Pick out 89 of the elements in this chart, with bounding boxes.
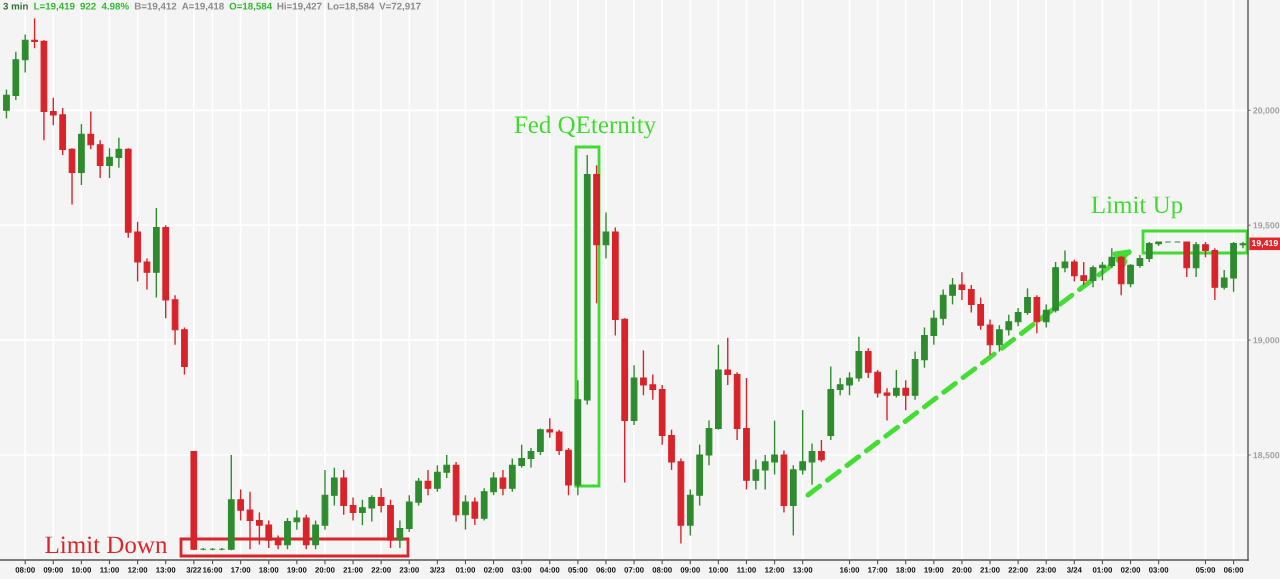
candlestick (106, 147, 113, 179)
candlestick (471, 496, 479, 526)
candlestick (527, 447, 535, 469)
candlestick (1080, 261, 1088, 286)
candlestick (752, 458, 760, 491)
candlestick (143, 257, 151, 291)
y-tick-label: 19,000 (1253, 337, 1280, 345)
candlestick (602, 211, 610, 260)
candlestick (1089, 264, 1097, 288)
candlestick (518, 443, 526, 469)
candlestick (818, 439, 825, 463)
candlestick (1099, 261, 1106, 282)
candlestick (799, 409, 807, 476)
candlestick (546, 417, 554, 439)
candlestick (21, 33, 29, 74)
candlestick (284, 517, 291, 550)
annotation: 19,419 (1252, 239, 1278, 248)
candlestick (724, 337, 732, 386)
candlestick (1145, 241, 1153, 263)
candlestick (490, 471, 497, 496)
candlestick (499, 469, 507, 496)
candlestick (1005, 314, 1013, 337)
candlestick (864, 347, 872, 379)
candlestick (1024, 287, 1031, 316)
annotation: Limit Up (1091, 196, 1183, 219)
candlestick (312, 519, 319, 550)
candlestick (293, 509, 301, 531)
candlestick (330, 466, 338, 507)
annotation: Fed QEternity (514, 115, 657, 139)
candlestick (1042, 303, 1050, 329)
candlestick (115, 137, 123, 169)
candlestick (415, 477, 422, 507)
candlestick (808, 442, 816, 486)
candlestick (640, 349, 647, 396)
annotation: L=19,419 (34, 2, 75, 12)
candlestick (508, 457, 516, 493)
annotation: Limit Down (45, 536, 168, 554)
candlestick (3, 88, 10, 120)
candlestick (237, 488, 245, 522)
candlestick (1108, 247, 1116, 269)
candlestick (1192, 241, 1200, 278)
annotation: B=19,412 (134, 2, 177, 12)
y-tick-label: 18,500 (1253, 452, 1280, 460)
candlestick (836, 377, 844, 396)
y-tick-label: 20,000 (1253, 107, 1280, 115)
candlestick (967, 284, 975, 314)
candlestick (349, 496, 357, 522)
candlestick (537, 427, 544, 456)
candlestick (892, 369, 900, 399)
candlestick (958, 271, 966, 301)
annotation: V=72,917 (379, 2, 421, 12)
candlestick (949, 277, 956, 306)
y-tick-label: 19,500 (1253, 222, 1280, 230)
candlestick (359, 499, 366, 526)
annotation: Lo=18,584 (327, 2, 375, 12)
candlestick (996, 324, 1003, 353)
candlestick (1127, 263, 1134, 288)
annotation: 922 (80, 2, 96, 10)
candlestick (649, 373, 657, 401)
candlestick (761, 454, 769, 491)
candlestick (846, 371, 853, 396)
candlestick (939, 288, 947, 326)
candlestick (930, 309, 938, 346)
annotation: 4.98% (101, 2, 129, 10)
candlestick (49, 96, 57, 126)
candlestick (874, 369, 881, 399)
candlestick (902, 379, 910, 411)
candlestick (87, 110, 95, 151)
annotation: 3 min (3, 2, 28, 10)
candlestick (1070, 258, 1078, 283)
candlestick (433, 464, 441, 493)
annotation: A=19,418 (181, 2, 224, 12)
candlestick (462, 494, 469, 531)
candlestick (424, 469, 432, 496)
candlestick (1014, 307, 1022, 327)
candlestick (883, 387, 891, 422)
candlestick (377, 487, 385, 514)
candlestick (555, 429, 563, 456)
candlestick (977, 296, 985, 331)
candlestick (1061, 249, 1069, 273)
candlestick (1220, 269, 1228, 291)
candlestick (31, 17, 38, 49)
candlestick (368, 494, 376, 523)
candlestick (396, 519, 404, 549)
candlestick (96, 139, 104, 179)
annotation: O=18,584 (229, 2, 273, 12)
annotation: Hi=19,427 (277, 2, 322, 12)
candlestick (443, 454, 451, 479)
candlestick (771, 419, 778, 476)
